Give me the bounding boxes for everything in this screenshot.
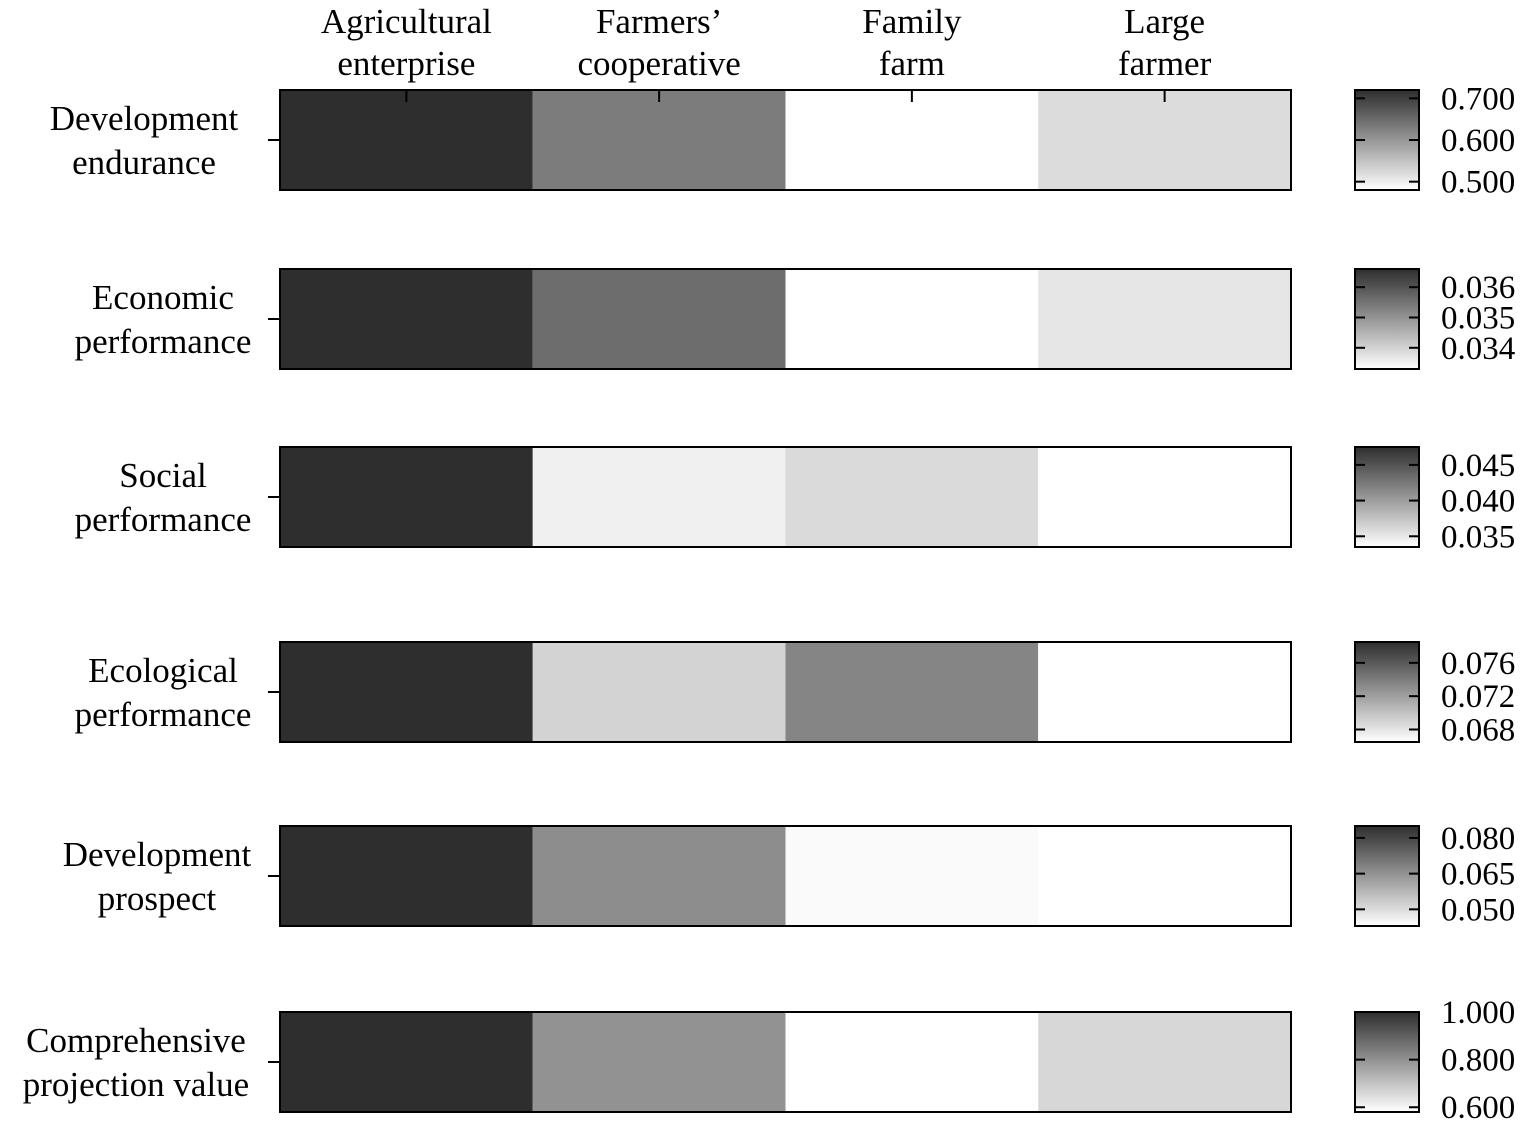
legend-tick-label: 0.072 bbox=[1441, 679, 1515, 715]
heatmap-row: Comprehensive projection value 1.000 0.800 0… bbox=[23, 995, 1515, 1126]
heatmap-cell bbox=[785, 1012, 1039, 1112]
legend-tick-label: 0.800 bbox=[1441, 1043, 1515, 1079]
heatmap-cell bbox=[785, 90, 1039, 190]
heatmap-cell bbox=[280, 826, 533, 926]
legend-gradient-bar bbox=[1354, 1011, 1420, 1113]
heatmap-cell bbox=[1038, 269, 1291, 369]
row-label: Ecological performance bbox=[75, 651, 252, 734]
legend-tick-label: 0.500 bbox=[1441, 165, 1515, 201]
row-label: Comprehensive projection value bbox=[23, 1021, 249, 1104]
heatmap-cell bbox=[532, 90, 786, 190]
heatmap-cell bbox=[785, 642, 1039, 742]
legend-gradient-bar bbox=[1354, 268, 1420, 370]
heatmap-cell bbox=[280, 90, 533, 190]
heatmap-cell bbox=[1038, 447, 1291, 547]
legend-gradient-bar bbox=[1354, 446, 1420, 548]
legend-gradient-bar bbox=[1354, 641, 1420, 743]
heatmap-rows: Development endurance 0.700 0.600 0.500 Econo… bbox=[23, 81, 1515, 1126]
legend-tick-label: 0.600 bbox=[1441, 123, 1515, 159]
legend-tick-label: 0.036 bbox=[1441, 270, 1515, 306]
legend-gradient-bar bbox=[1354, 89, 1420, 191]
heatmap-cell bbox=[785, 447, 1039, 547]
legend-tick-label: 0.700 bbox=[1441, 81, 1515, 117]
heatmap-cell bbox=[280, 642, 533, 742]
heatmap-cell bbox=[1038, 642, 1291, 742]
heatmap-cell bbox=[785, 269, 1039, 369]
row-label: Economic performance bbox=[75, 278, 252, 361]
legend-tick-label: 0.050 bbox=[1441, 892, 1515, 928]
heatmap-cell bbox=[1038, 1012, 1291, 1112]
legend-tick-label: 0.040 bbox=[1441, 484, 1515, 520]
legend-tick-label: 0.065 bbox=[1441, 857, 1515, 893]
heatmap-cell bbox=[532, 826, 786, 926]
column-label: Family farm bbox=[862, 2, 962, 83]
heatmap-cell bbox=[532, 642, 786, 742]
row-label: Development prospect bbox=[63, 835, 252, 918]
heatmap-cell bbox=[532, 1012, 786, 1112]
row-label: Social performance bbox=[75, 456, 252, 539]
legend-colorbar: 0.700 0.600 0.500 bbox=[1354, 81, 1515, 201]
heatmap-cell bbox=[1038, 90, 1291, 190]
heatmap-cell bbox=[532, 269, 786, 369]
legend-tick-label: 0.035 bbox=[1441, 300, 1515, 336]
heatmap-cell bbox=[532, 447, 786, 547]
legend-tick-label: 0.076 bbox=[1441, 646, 1515, 682]
column-label: Farmers’ cooperative bbox=[578, 2, 741, 83]
column-label: Large farmer bbox=[1118, 2, 1212, 83]
legend-tick-label: 0.035 bbox=[1441, 519, 1515, 555]
heatmap-cell bbox=[1038, 826, 1291, 926]
heatmap-cell bbox=[280, 447, 533, 547]
heatmap-cell bbox=[280, 1012, 533, 1112]
legend-tick-label: 0.034 bbox=[1441, 331, 1515, 367]
row-label: Development endurance bbox=[50, 99, 239, 182]
heatmap-cell bbox=[280, 269, 533, 369]
legend-tick-label: 0.045 bbox=[1441, 448, 1515, 484]
legend-tick-label: 0.080 bbox=[1441, 821, 1515, 857]
heatmap-row: Development endurance 0.700 0.600 0.500 bbox=[50, 81, 1516, 200]
column-labels: Agricultural enterprise Farmers’ cooperativ… bbox=[321, 2, 1212, 83]
column-label: Agricultural enterprise bbox=[321, 2, 492, 83]
legend-colorbar: 1.000 0.800 0.600 bbox=[1354, 995, 1515, 1126]
legend-tick-label: 0.600 bbox=[1441, 1090, 1515, 1126]
legend-tick-label: 0.068 bbox=[1441, 713, 1515, 749]
heatmap-cell bbox=[785, 826, 1039, 926]
legend-tick-label: 1.000 bbox=[1441, 995, 1515, 1031]
legend-gradient-bar bbox=[1354, 825, 1420, 927]
